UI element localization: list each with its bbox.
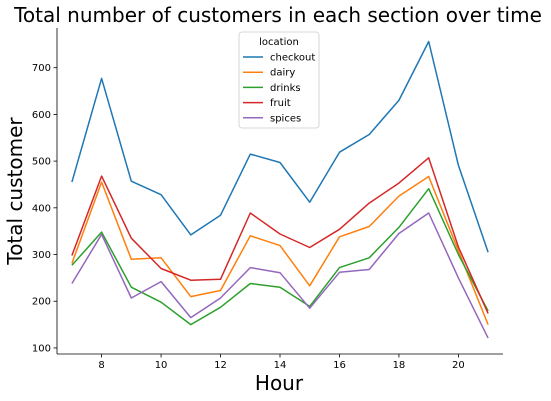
x-tick-label: 20 [452,360,465,371]
series-line-spices [71,212,489,339]
x-tick-label: 8 [98,360,104,371]
legend-box [238,31,320,129]
series-line-dairy [71,175,489,325]
series-line-checkout [71,40,489,253]
legend-label-spices: spices [270,113,301,124]
axes: 8 10 12 14 16 18 20 100 200 300 400 500 600 700 [32,28,503,371]
y-tick-label: 700 [32,63,51,74]
y-tick-label: 400 [32,203,51,214]
series-line-fruit [71,157,489,314]
x-axis-label: Hour [255,371,304,395]
y-tick-label: 200 [32,297,51,308]
y-tick-label: 100 [32,343,51,354]
chart-title: Total number of customers in each sectio… [13,3,542,27]
y-tick-label: 600 [32,110,51,121]
x-tick-label: 18 [393,360,406,371]
y-axis-label: Total customer [3,117,27,266]
legend-label-fruit: fruit [270,98,291,109]
series-lines [71,40,489,339]
legend-title: location [259,37,299,48]
legend-label-drinks: drinks [270,83,301,94]
x-tick-label: 12 [214,360,227,371]
x-tick-label: 14 [274,360,287,371]
y-tick-label: 500 [32,157,51,168]
series-line-drinks [71,187,489,326]
y-tick-label: 300 [32,250,51,261]
legend: location checkout dairy drinks fruit spices [238,31,320,129]
legend-label-dairy: dairy [270,68,295,79]
legend-label-checkout: checkout [270,53,315,64]
x-tick-label: 10 [155,360,168,371]
x-tick-label: 16 [333,360,346,371]
